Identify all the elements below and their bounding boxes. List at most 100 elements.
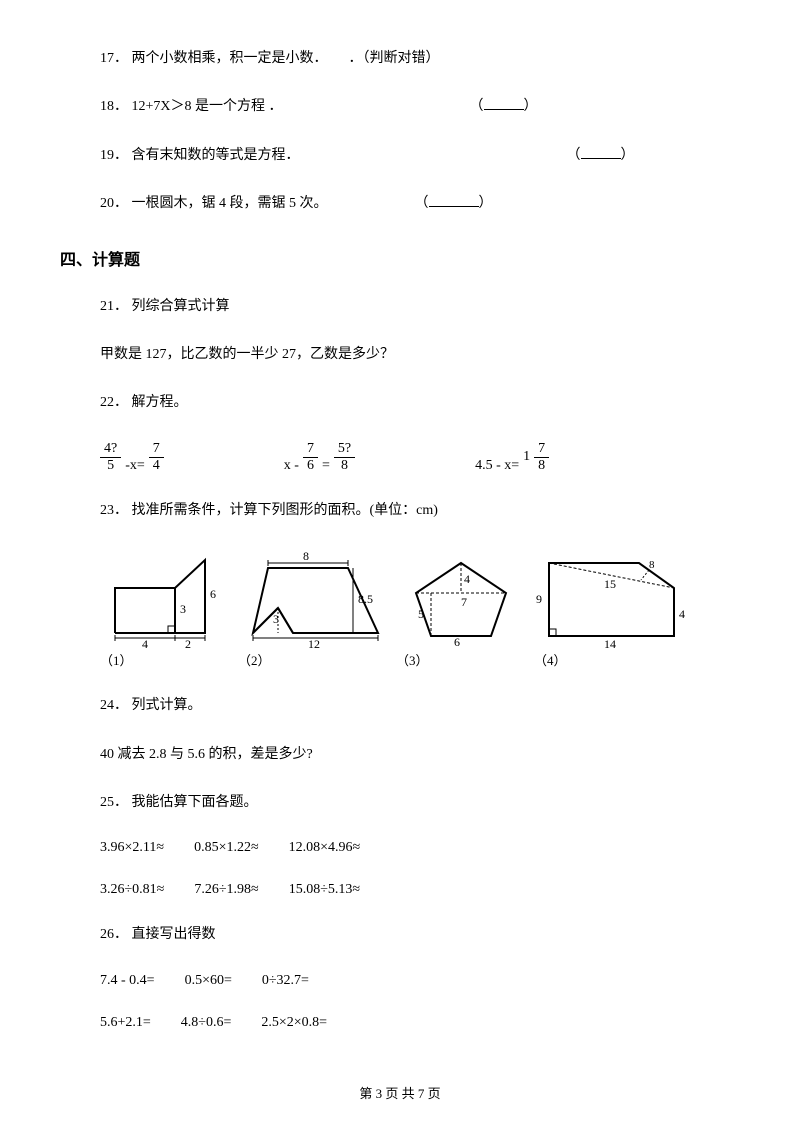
est-1: 3.96×2.11≈ <box>100 840 164 856</box>
blank <box>429 206 479 207</box>
eq1-num2: 7 <box>149 441 164 458</box>
figure-1: 4 2 3 6 （1） <box>100 548 230 669</box>
f4-h: 9 <box>536 592 542 606</box>
calc-6: 2.5×2×0.8= <box>261 1015 327 1031</box>
q20-text: 一根圆木，锯 4 段，需锯 5 次。 <box>132 196 328 211</box>
f4-label: （4） <box>534 650 567 669</box>
eq-1: 4?5 -x= 74 <box>100 441 164 474</box>
question-23: 23． 找准所需条件，计算下列图形的面积。(单位：cm) <box>100 500 740 522</box>
f1-w2: 2 <box>185 637 191 648</box>
question-18: 18． 12+7X＞8 是一个方程 ． （ ） <box>100 96 740 118</box>
est-2: 0.85×1.22≈ <box>194 840 259 856</box>
paren-l: （ <box>415 196 429 211</box>
paren-r: ） <box>524 99 538 114</box>
q21-sub: 甲数是 127，比乙数的一半少 27，乙数是多少？ <box>100 344 740 366</box>
eq3-den: 8 <box>534 458 549 474</box>
f4-b: 14 <box>604 637 616 648</box>
f4-t8: 8 <box>649 559 655 571</box>
f1-label: （1） <box>100 650 133 669</box>
eq1-den2: 4 <box>149 458 164 474</box>
figure-2-svg: 8 8.5 3 12 <box>238 548 388 648</box>
q23-num: 23． <box>100 503 128 518</box>
paren-l: （ <box>470 99 484 114</box>
figure-3-svg: 4 7 5 6 <box>396 548 526 648</box>
eq2-num1: 7 <box>303 441 318 458</box>
q25-row2: 3.26÷0.81≈ 7.26÷1.98≈ 15.08÷5.13≈ <box>100 882 740 898</box>
q25-num: 25． <box>100 795 128 810</box>
q21-text: 列综合算式计算 <box>132 299 230 314</box>
q26-num: 26． <box>100 927 128 942</box>
est-5: 7.26÷1.98≈ <box>194 882 258 898</box>
question-25: 25． 我能估算下面各题。 <box>100 792 740 814</box>
eq1-num1: 4? <box>100 441 121 458</box>
question-24: 24． 列式计算。 <box>100 695 740 717</box>
calc-2: 0.5×60= <box>185 973 232 989</box>
q20-num: 20． <box>100 196 128 211</box>
eq3-pre: 4.5 - x= <box>475 458 519 474</box>
q25-text: 我能估算下面各题。 <box>132 795 258 810</box>
est-6: 15.08÷5.13≈ <box>289 882 360 898</box>
calc-5: 4.8÷0.6= <box>181 1015 232 1031</box>
eq2-mid: = <box>322 458 330 474</box>
f3-label: （3） <box>396 650 429 669</box>
eq-2: x - 76 = 5?8 <box>284 441 355 474</box>
f3-c: 5 <box>418 607 424 621</box>
paren-r: ） <box>479 196 493 211</box>
eq2-den1: 6 <box>303 458 318 474</box>
q21-num: 21． <box>100 299 128 314</box>
eq-3: 4.5 - x= 1 78 <box>475 441 549 474</box>
f2-top: 8 <box>303 549 309 563</box>
q25-row1: 3.96×2.11≈ 0.85×1.22≈ 12.08×4.96≈ <box>100 840 740 856</box>
section-4-header: 四、计算题 <box>60 246 740 270</box>
f4-diag: 15 <box>604 577 616 591</box>
f1-h1: 3 <box>180 602 186 616</box>
eq3-whole: 1 <box>523 449 530 465</box>
q22-text: 解方程。 <box>132 395 188 410</box>
eq2-den2: 8 <box>337 458 352 474</box>
calc-3: 0÷32.7= <box>262 973 309 989</box>
q19-num: 19． <box>100 148 128 163</box>
f3-d: 6 <box>454 635 460 648</box>
calc-4: 5.6+2.1= <box>100 1015 151 1031</box>
q22-num: 22． <box>100 395 128 410</box>
est-3: 12.08×4.96≈ <box>289 840 361 856</box>
f3-a: 4 <box>464 572 470 586</box>
q17-text: 两个小数相乘，积一定是小数． ．（判断对错） <box>132 51 440 66</box>
f3-b: 7 <box>461 595 467 609</box>
question-17: 17． 两个小数相乘，积一定是小数． ．（判断对错） <box>100 48 740 70</box>
q18-num: 18． <box>100 99 128 114</box>
figure-1-svg: 4 2 3 6 <box>100 548 230 648</box>
f2-h: 8.5 <box>358 592 373 606</box>
q19-text: 含有末知数的等式是方程． <box>132 148 300 163</box>
f4-r: 4 <box>679 607 685 621</box>
f1-w1: 4 <box>142 637 148 648</box>
f2-label: （2） <box>238 650 271 669</box>
figure-4-svg: 8 15 9 4 14 <box>534 548 694 648</box>
f2-tri: 3 <box>273 612 279 626</box>
blank <box>484 109 524 110</box>
eq1-mid: -x= <box>125 458 145 474</box>
figure-3: 4 7 5 6 （3） <box>396 548 526 669</box>
eq1-den1: 5 <box>103 458 118 474</box>
q17-num: 17． <box>100 51 128 66</box>
q18-text: 12+7X＞8 是一个方程 ． <box>132 99 283 114</box>
eq2-pre: x - <box>284 458 299 474</box>
q26-row2: 5.6+2.1= 4.8÷0.6= 2.5×2×0.8= <box>100 1015 740 1031</box>
q23-figures: 4 2 3 6 （1） 8 8.5 3 12 （2） <box>100 548 740 669</box>
page-footer: 第 3 页 共 7 页 <box>0 1083 800 1102</box>
blank <box>581 158 621 159</box>
question-21: 21． 列综合算式计算 <box>100 296 740 318</box>
q22-equations: 4?5 -x= 74 x - 76 = 5?8 4.5 - x= 1 78 <box>100 441 740 474</box>
q26-row1: 7.4 - 0.4= 0.5×60= 0÷32.7= <box>100 973 740 989</box>
question-22: 22． 解方程。 <box>100 392 740 414</box>
eq3-num: 7 <box>534 441 549 458</box>
paren-r: ） <box>621 148 635 163</box>
q24-sub: 40 减去 2.8 与 5.6 的积，差是多少? <box>100 744 740 766</box>
f2-bottom: 12 <box>308 637 320 648</box>
question-20: 20． 一根圆木，锯 4 段，需锯 5 次。 （ ） <box>100 193 740 215</box>
f1-h2: 6 <box>210 587 216 601</box>
calc-1: 7.4 - 0.4= <box>100 973 155 989</box>
q24-text: 列式计算。 <box>132 698 202 713</box>
q24-num: 24． <box>100 698 128 713</box>
figure-4: 8 15 9 4 14 （4） <box>534 548 694 669</box>
